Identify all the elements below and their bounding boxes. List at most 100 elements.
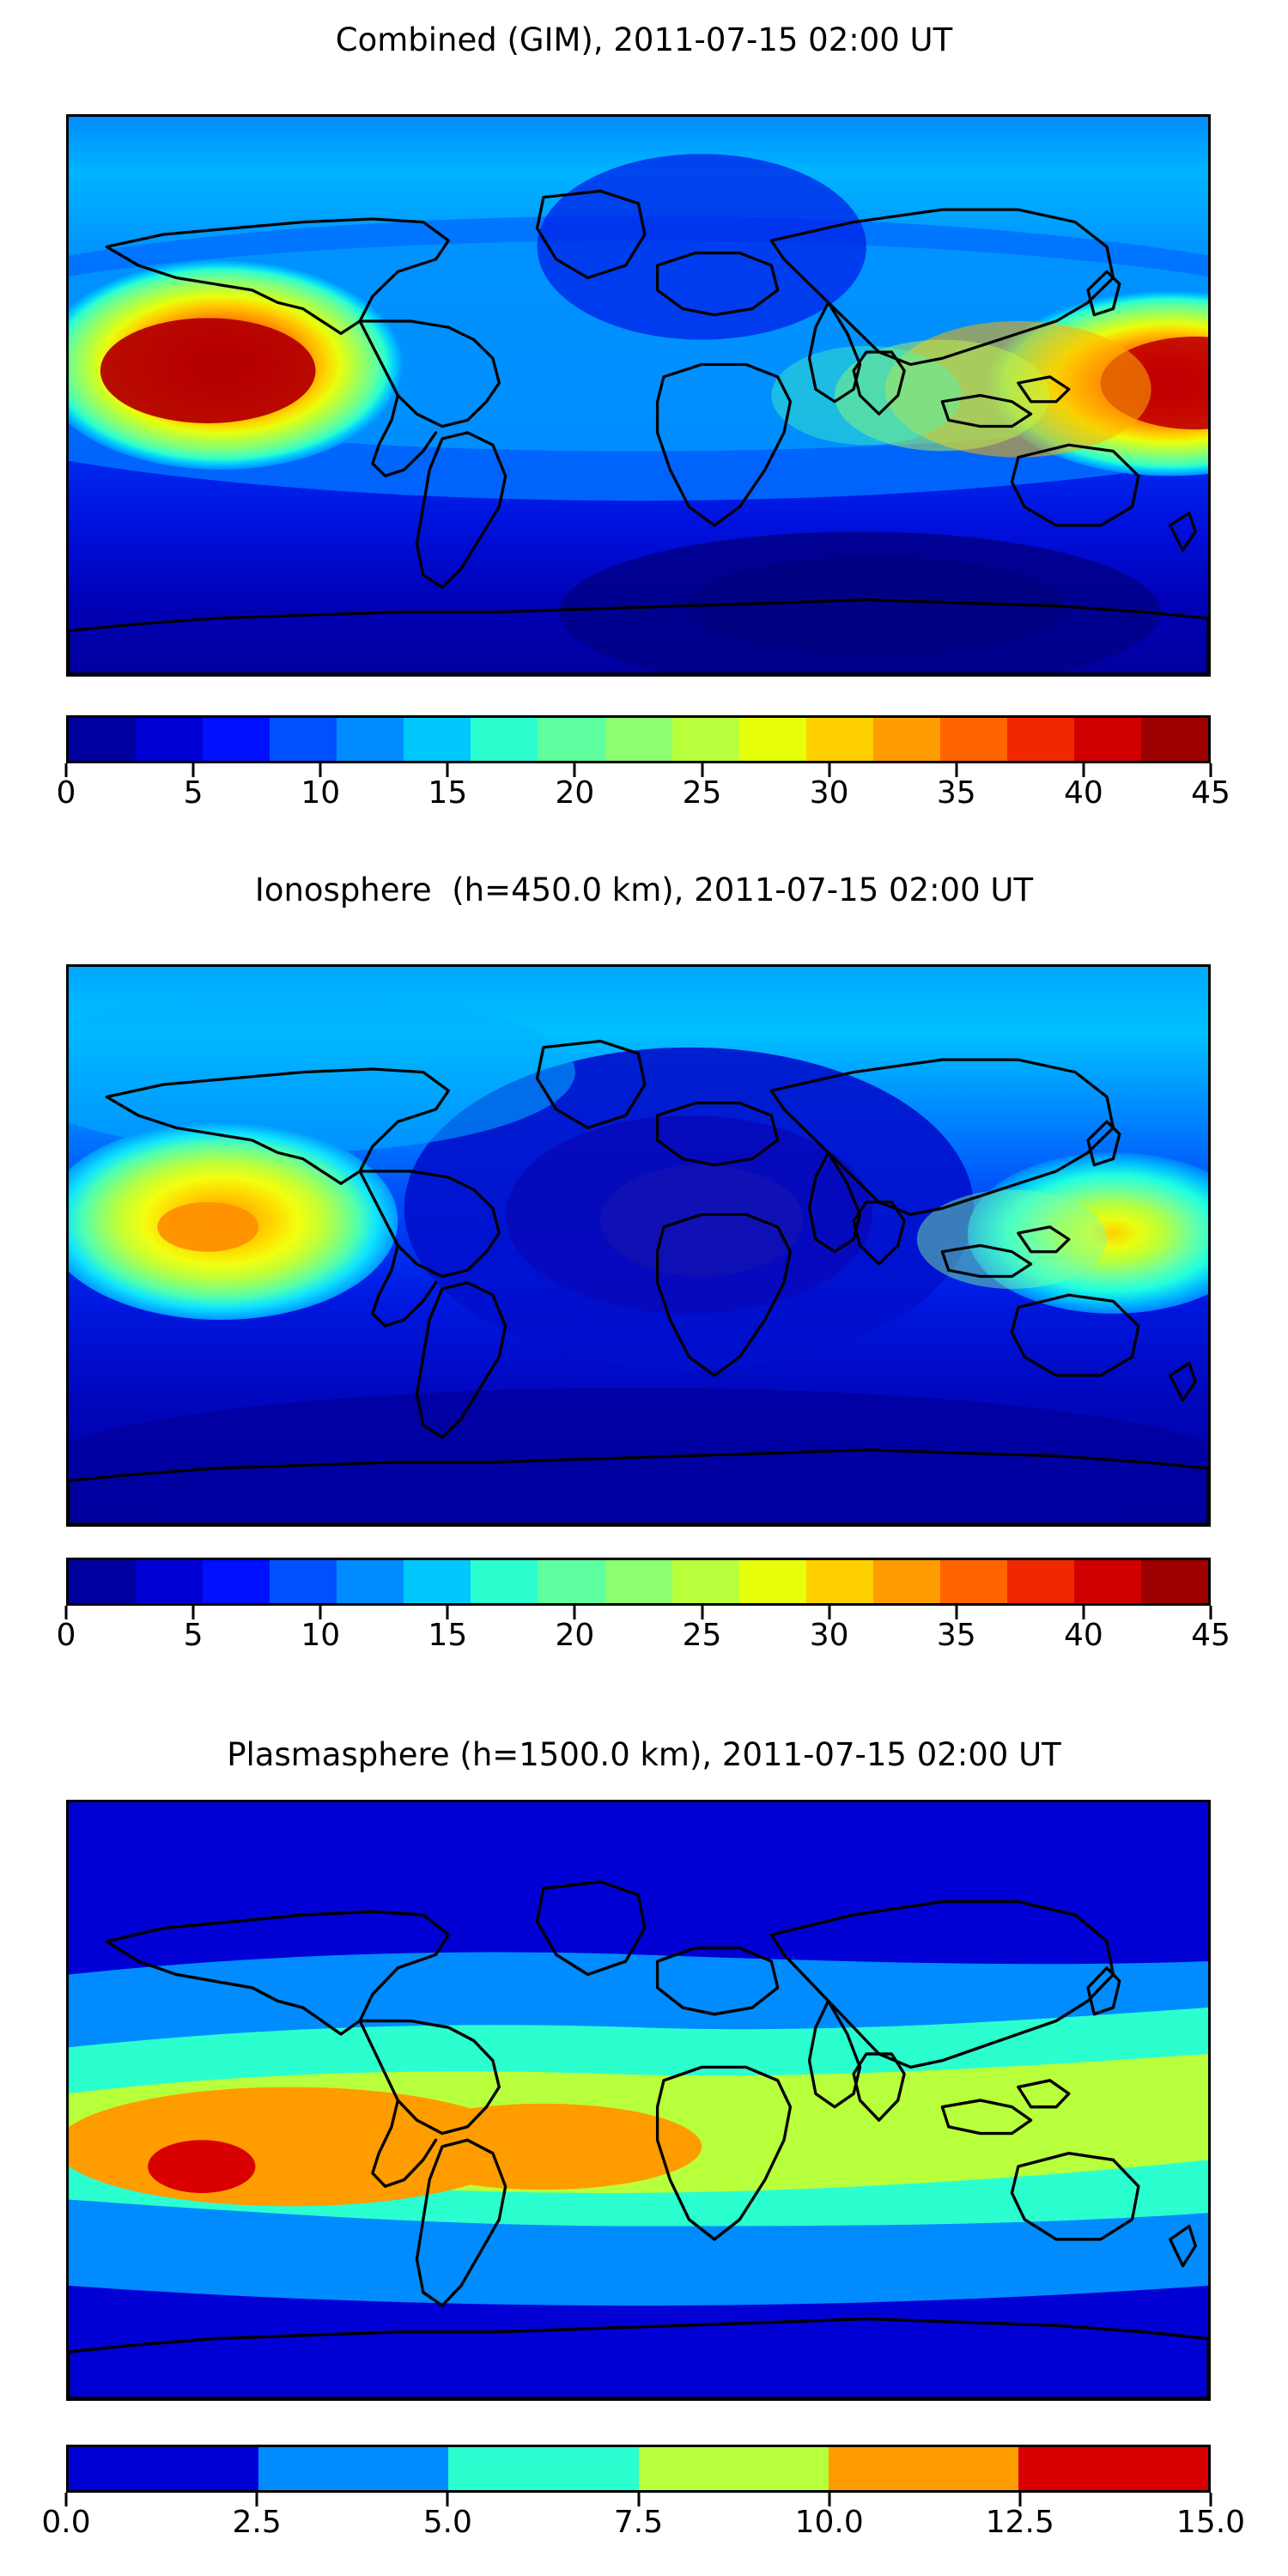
ionosphere-colorbar-tick-label: 0: [56, 1618, 76, 1653]
plasmasphere-colorbar-tick: [1018, 2493, 1022, 2506]
map-canvas-ionosphere: [69, 967, 1208, 1524]
ionosphere-colorbar-segment: [805, 1560, 873, 1603]
ionosphere-colorbar-tick: [64, 1606, 68, 1619]
ionosphere-colorbar-segment: [69, 1560, 137, 1603]
ionosphere-colorbar-segment: [1141, 1560, 1209, 1603]
combined-colorbar-tick: [319, 763, 322, 777]
combined-colorbar-segment: [136, 718, 204, 761]
plasmasphere-colorbar-segment: [638, 2447, 829, 2490]
combined-colorbar-tick-label: 25: [682, 775, 722, 811]
plasmasphere-colorbar-tick-label: 7.5: [613, 2505, 664, 2540]
ionosphere-colorbar-segment: [404, 1560, 471, 1603]
plasmasphere-colorbar-tick-label: 12.5: [985, 2505, 1054, 2540]
plasmasphere-colorbar-tick-label: 0.0: [41, 2505, 91, 2540]
map-ionosphere: [66, 964, 1211, 1527]
combined-colorbar-tick: [191, 763, 195, 777]
combined-colorbar-segment: [805, 718, 873, 761]
ionosphere-colorbar-segment: [1073, 1560, 1141, 1603]
ionosphere-colorbar-tick-label: 10: [301, 1618, 341, 1653]
combined-colorbar-tick: [446, 763, 449, 777]
ionosphere-colorbar-tick: [828, 1606, 831, 1619]
ionosphere-colorbar-tick-label: 40: [1063, 1618, 1103, 1653]
combined-colorbar-tick-label: 40: [1063, 775, 1103, 811]
plasmasphere-colorbar-segment: [258, 2447, 449, 2490]
ionosphere-colorbar-segment: [671, 1560, 739, 1603]
combined-colorbar-segment: [939, 718, 1007, 761]
plasmasphere-colorbar-tick-label: 10.0: [794, 2505, 864, 2540]
ionosphere-colorbar-tick: [446, 1606, 449, 1619]
ionosphere-colorbar-tick-label: 35: [936, 1618, 976, 1653]
ionosphere-colorbar-tick: [1082, 1606, 1085, 1619]
plasmasphere-colorbar-segment: [1018, 2447, 1209, 2490]
combined-colorbar-tick-label: 0: [56, 775, 76, 811]
ionosphere-colorbar-segment: [471, 1560, 538, 1603]
ionosphere-colorbar-segment: [939, 1560, 1007, 1603]
panel-title-plasmasphere: Plasmasphere (h=1500.0 km), 2011-07-15 0…: [227, 1736, 1061, 1773]
combined-colorbar-segment: [538, 718, 605, 761]
plasmasphere-colorbar-ticks: [64, 2493, 1212, 2506]
combined-colorbar-tick: [701, 763, 704, 777]
combined-colorbar-segment: [671, 718, 739, 761]
combined-colorbar-tick: [955, 763, 958, 777]
map-canvas-plasmasphere: [69, 1802, 1208, 2398]
combined-colorbar-tick: [573, 763, 576, 777]
combined-colorbar-tick: [64, 763, 68, 777]
ionosphere-colorbar-labels: 0 5 10 15 20 25 30 35 40 45: [57, 1618, 1230, 1657]
ionosphere-colorbar-tick-label: 20: [555, 1618, 595, 1653]
plasmasphere-colorbar-segment: [828, 2447, 1018, 2490]
ionosphere-colorbar-tick-label: 45: [1191, 1618, 1230, 1653]
combined-colorbar-tick: [1209, 763, 1212, 777]
combined-colorbar-segment: [337, 718, 404, 761]
combined-colorbar-tick-label: 5: [183, 775, 204, 811]
ionosphere-colorbar-tick: [1209, 1606, 1212, 1619]
ionosphere-colorbar-tick-label: 25: [682, 1618, 722, 1653]
ionosphere-colorbar-segment: [872, 1560, 940, 1603]
plasmasphere-colorbar-tick: [1209, 2493, 1212, 2506]
ionosphere-colorbar-tick-label: 15: [428, 1618, 468, 1653]
plasmasphere-colorbar-tick-label: 15.0: [1176, 2505, 1246, 2540]
panel-ionosphere: Ionosphere (h=450.0 km), 2011-07-15 02:0…: [0, 850, 1288, 1709]
plasmasphere-colorbar-bar: [66, 2445, 1211, 2493]
plasmasphere-colorbar-tick: [637, 2493, 640, 2506]
ionosphere-colorbar-tick-label: 5: [183, 1618, 204, 1653]
ionosphere-colorbar-segment: [270, 1560, 337, 1603]
combined-colorbar-ticks: [64, 763, 1212, 777]
map-canvas-combined: [69, 117, 1208, 674]
combined-colorbar-tick-label: 30: [809, 775, 849, 811]
combined-colorbar-labels: 0 5 10 15 20 25 30 35 40 45: [57, 775, 1230, 815]
combined-colorbar-tick-label: 35: [936, 775, 976, 811]
plasmasphere-colorbar-tick-label: 5.0: [422, 2505, 472, 2540]
coastlines-combined: [69, 189, 1208, 674]
plasmasphere-colorbar: 0.0 2.5 5.0 7.5 10.0 12.5 15.0: [41, 2445, 1245, 2544]
coastlines-plasmasphere: [69, 1880, 1208, 2398]
combined-colorbar: 0 5 10 15 20 25 30 35 40 45: [57, 715, 1230, 815]
combined-colorbar-tick-label: 20: [555, 775, 595, 811]
ionosphere-colorbar-segment: [203, 1560, 270, 1603]
ionosphere-colorbar-segment: [1006, 1560, 1074, 1603]
combined-colorbar-segment: [270, 718, 337, 761]
combined-colorbar-tick-label: 10: [301, 775, 341, 811]
panel-combined: Combined (GIM), 2011-07-15 02:00 UT: [0, 0, 1288, 859]
ionosphere-colorbar-ticks: [64, 1606, 1212, 1619]
plasmasphere-colorbar-tick-label: 2.5: [232, 2505, 282, 2540]
panel-plasmasphere: Plasmasphere (h=1500.0 km), 2011-07-15 0…: [0, 1713, 1288, 2576]
combined-colorbar-bar: [66, 715, 1211, 763]
ionosphere-colorbar-bar: [66, 1558, 1211, 1606]
ionosphere-colorbar-tick: [701, 1606, 704, 1619]
ionosphere-colorbar-segment: [738, 1560, 806, 1603]
combined-colorbar-tick-label: 15: [428, 775, 468, 811]
plasmasphere-colorbar-tick: [446, 2493, 449, 2506]
combined-colorbar-tick-label: 45: [1191, 775, 1230, 811]
ionosphere-colorbar-tick: [191, 1606, 195, 1619]
combined-colorbar-segment: [1141, 718, 1209, 761]
combined-colorbar-segment: [738, 718, 806, 761]
plasmasphere-colorbar-tick: [255, 2493, 258, 2506]
ionosphere-colorbar-tick: [955, 1606, 958, 1619]
combined-colorbar-segment: [404, 718, 471, 761]
combined-colorbar-tick: [1082, 763, 1085, 777]
combined-colorbar-segment: [872, 718, 940, 761]
plasmasphere-colorbar-segment: [69, 2447, 259, 2490]
ionosphere-colorbar-segment: [538, 1560, 605, 1603]
plasmasphere-colorbar-labels: 0.0 2.5 5.0 7.5 10.0 12.5 15.0: [41, 2505, 1245, 2544]
